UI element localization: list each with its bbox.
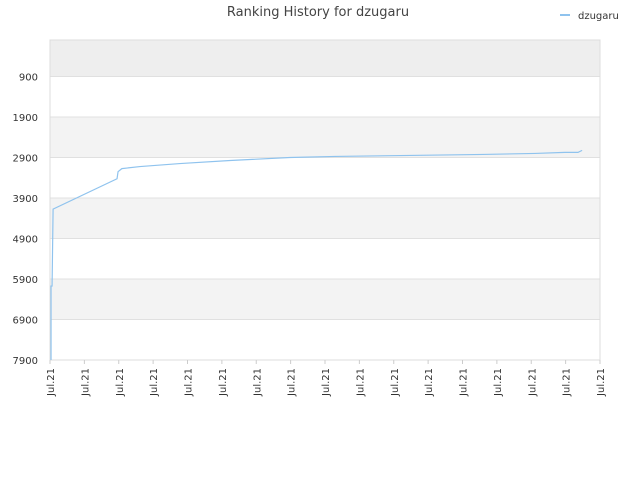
- y-tick-label: 7900: [13, 356, 38, 367]
- x-tick-label: Jul.21: [46, 368, 57, 397]
- x-tick-label: Jul.21: [115, 368, 126, 397]
- x-tick-label: Jul.21: [493, 368, 504, 397]
- band: [50, 40, 600, 77]
- x-tick-label: Jul.21: [459, 368, 470, 397]
- band: [50, 319, 600, 360]
- x-tick-label: Jul.21: [184, 368, 195, 397]
- y-tick-label: 5900: [13, 275, 38, 286]
- x-tick-label: Jul.21: [287, 368, 298, 397]
- x-tick-label: Jul.21: [218, 368, 229, 397]
- x-tick-label: Jul.21: [390, 368, 401, 397]
- band: [50, 278, 600, 320]
- x-tick-label: Jul.21: [596, 368, 607, 397]
- x-tick-label: Jul.21: [321, 368, 332, 397]
- y-tick-label: 6900: [13, 315, 38, 326]
- x-tick-label: Jul.21: [527, 368, 538, 397]
- band: [50, 116, 600, 158]
- band: [50, 197, 600, 239]
- y-tick-label: 3900: [13, 194, 38, 205]
- band: [50, 76, 600, 117]
- x-tick-label: Jul.21: [355, 368, 366, 397]
- x-tick-label: Jul.21: [80, 368, 91, 397]
- x-tick-label: Jul.21: [149, 368, 160, 397]
- chart-title: Ranking History for dzugaru: [227, 5, 409, 20]
- legend-label: dzugaru: [578, 11, 619, 22]
- series-line: [50, 149, 583, 360]
- y-tick-label: 4900: [13, 234, 38, 245]
- x-tick-label: Jul.21: [562, 368, 573, 397]
- y-tick-label: 1900: [13, 113, 38, 124]
- y-tick-label: 2900: [13, 153, 38, 164]
- x-tick-label: Jul.21: [424, 368, 435, 397]
- band: [50, 238, 600, 279]
- y-tick-label: 900: [19, 72, 38, 83]
- x-tick-label: Jul.21: [252, 368, 263, 397]
- band: [50, 157, 600, 198]
